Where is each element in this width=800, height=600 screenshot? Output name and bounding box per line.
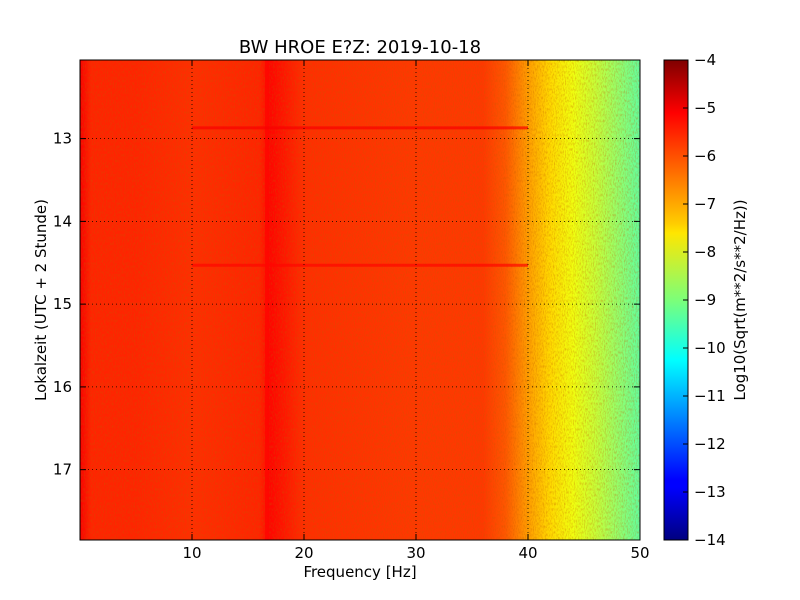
chart-title: BW HROE E?Z: 2019-10-18: [239, 37, 481, 58]
y-tick-label-4: 17: [53, 461, 72, 479]
x-axis-label: Frequency [Hz]: [303, 563, 416, 581]
plot-frame: [79, 59, 641, 541]
y-tick-label-2: 15: [53, 295, 72, 313]
y-tick-label-1: 14: [53, 212, 72, 230]
line-features: [192, 60, 528, 540]
plot-area: [80, 60, 640, 540]
y-tick-label-3: 16: [53, 378, 72, 396]
colorbar-tick-label-5: −9: [694, 291, 716, 309]
x-tick-label-1: 20: [294, 544, 313, 562]
feature-line-2: [192, 263, 528, 267]
colorbar-tick-label-0: −4: [694, 51, 716, 69]
colorbar-tick-label-10: −14: [694, 531, 726, 549]
colorbar-tick-label-6: −10: [694, 339, 726, 357]
y-tick-label-0: 13: [53, 130, 72, 148]
y-axis-label: Lokalzeit (UTC + 2 Stunde): [32, 199, 50, 401]
spectrogram-noise: [80, 60, 640, 540]
colorbar-tick-label-9: −13: [694, 483, 726, 501]
x-axis: 10 20 30 40 50: [182, 60, 650, 562]
y-axis: 13 14 15 16 17: [53, 130, 640, 479]
feature-line-1: [192, 126, 528, 130]
colorbar-tick-label-7: −11: [694, 387, 726, 405]
x-tick-label-2: 30: [406, 544, 425, 562]
colorbar-tick-label-2: −6: [694, 147, 716, 165]
x-tick-label-0: 10: [182, 544, 201, 562]
x-tick-label-4: 50: [630, 544, 649, 562]
grid-lines: [80, 60, 640, 540]
colorbar-label: Log10(Sqrt(m**2/s**2/Hz)): [731, 199, 749, 400]
colorbar-tick-label-3: −7: [694, 195, 716, 213]
colorbar-tick-label-4: −8: [694, 243, 716, 261]
colorbar-tick-label-1: −5: [694, 99, 716, 117]
colorbar-ticks: −4 −5 −6 −7 −8 −9 −10 −11 −12 −13 −14: [683, 51, 726, 549]
x-tick-label-3: 40: [518, 544, 537, 562]
colorbar-tick-label-8: −12: [694, 435, 726, 453]
feature-line-0: [265, 60, 270, 540]
